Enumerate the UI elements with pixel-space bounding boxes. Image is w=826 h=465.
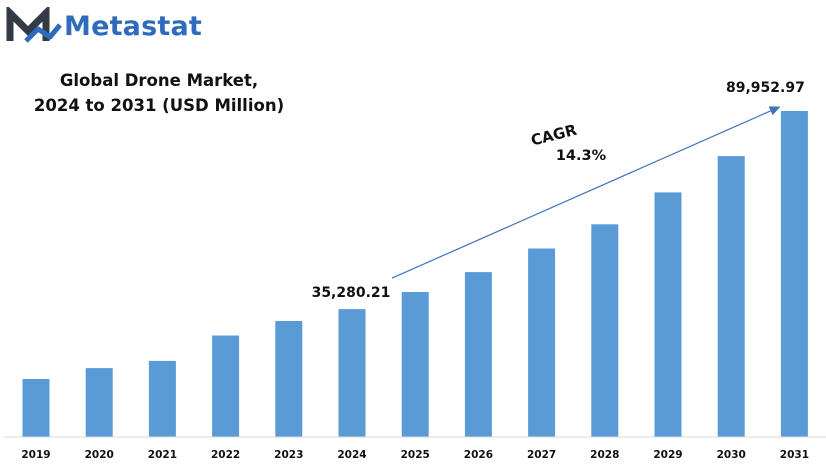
x-tick-label-2022: 2022: [211, 449, 240, 461]
bar-2026: [464, 272, 492, 437]
x-tick-labels: 2019 2020 2021 2022 2023 2024 2025 2026 2027 2028…: [21, 449, 809, 461]
bar-2024: [338, 309, 366, 437]
x-tick-label-2029: 2029: [653, 449, 682, 461]
x-tick-label-2026: 2026: [464, 449, 493, 461]
x-tick-label-2031: 2031: [780, 449, 809, 461]
bar-2021: [148, 360, 176, 437]
chart-title-line-1: Global Drone Market,: [59, 71, 259, 90]
x-tick-label-2028: 2028: [590, 449, 619, 461]
bar-2028: [591, 224, 619, 437]
data-label-2031: 89,952.97: [726, 80, 805, 96]
brand-logo: Metastat: [6, 6, 202, 46]
bar-2029: [654, 192, 682, 437]
bar-2023: [275, 321, 303, 437]
chart-title-line-2: 2024 to 2031 (USD Million): [33, 96, 285, 115]
bars-group: [22, 111, 808, 437]
x-tick-label-2027: 2027: [527, 449, 556, 461]
x-tick-label-2024: 2024: [337, 449, 366, 461]
x-tick-label-2023: 2023: [274, 449, 303, 461]
x-tick-label-2030: 2030: [717, 449, 746, 461]
x-tick-label-2025: 2025: [401, 449, 430, 461]
chart-title: Global Drone Market, 2024 to 2031 (USD M…: [14, 68, 304, 118]
bar-2020: [85, 368, 113, 437]
x-tick-label-2020: 2020: [85, 449, 114, 461]
x-tick-label-2021: 2021: [148, 449, 177, 461]
bar-2019: [22, 379, 50, 437]
cagr-value: 14.3%: [556, 148, 607, 164]
bar-2031: [780, 111, 808, 437]
brand-name: Metastat: [64, 10, 203, 42]
bar-2022: [212, 335, 240, 437]
bar-2027: [528, 248, 556, 437]
metastat-logo-icon: [6, 7, 62, 43]
bar-2030: [717, 156, 745, 437]
x-tick-label-2019: 2019: [21, 449, 50, 461]
cagr-trend-arrow: [391, 106, 781, 279]
bar-2025: [401, 292, 429, 437]
data-label-2024: 35,280.21: [312, 285, 391, 301]
data-labels: 35,280.21 89,952.97: [312, 80, 805, 301]
cagr-label: CAGR: [529, 121, 579, 150]
